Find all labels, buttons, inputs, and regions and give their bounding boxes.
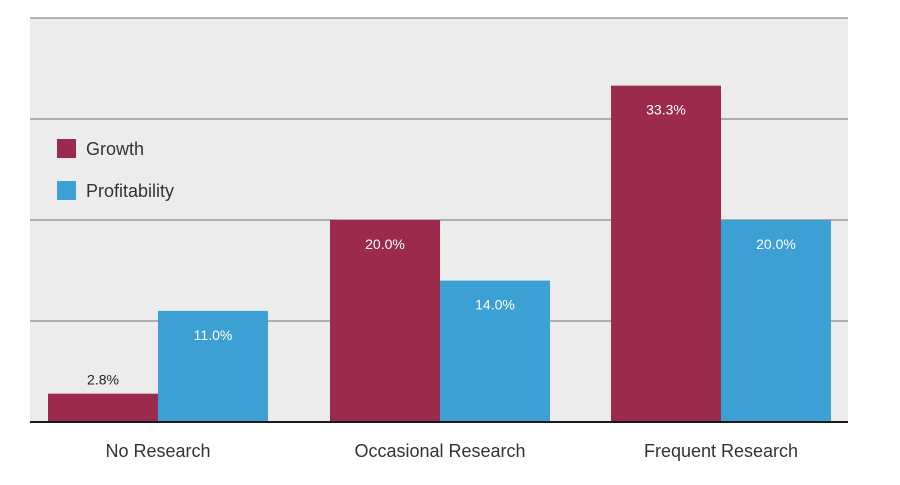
data-labels: 2.8% 11.0% 20.0% 14.0% 33.3% 20.0% <box>87 102 796 388</box>
legend: Growth Profitability <box>57 139 174 201</box>
legend-label-growth: Growth <box>86 139 144 159</box>
legend-swatch-growth <box>57 139 76 158</box>
bar-profitability-no-research <box>158 310 268 422</box>
data-label-profitability-frequent-research: 20.0% <box>756 236 796 252</box>
data-label-growth-frequent-research: 33.3% <box>646 102 686 118</box>
bar-profitability-frequent-research <box>721 220 831 422</box>
x-tick-label-frequent-research: Frequent Research <box>644 441 798 461</box>
bar-profitability-occasional-research <box>440 280 550 422</box>
bar-growth-no-research <box>48 393 158 422</box>
data-label-growth-occasional-research: 20.0% <box>365 236 405 252</box>
bars <box>48 85 831 423</box>
x-tick-labels: No Research Occasional Research Frequent R… <box>105 441 798 461</box>
x-tick-label-no-research: No Research <box>105 441 210 461</box>
bar-growth-occasional-research <box>330 220 440 422</box>
bar-growth-frequent-research <box>611 85 721 423</box>
legend-label-profitability: Profitability <box>86 181 174 201</box>
data-label-profitability-occasional-research: 14.0% <box>475 297 515 313</box>
data-label-profitability-no-research: 11.0% <box>194 327 233 343</box>
data-label-growth-no-research: 2.8% <box>87 372 119 388</box>
x-tick-label-occasional-research: Occasional Research <box>354 441 525 461</box>
legend-swatch-profitability <box>57 181 76 200</box>
